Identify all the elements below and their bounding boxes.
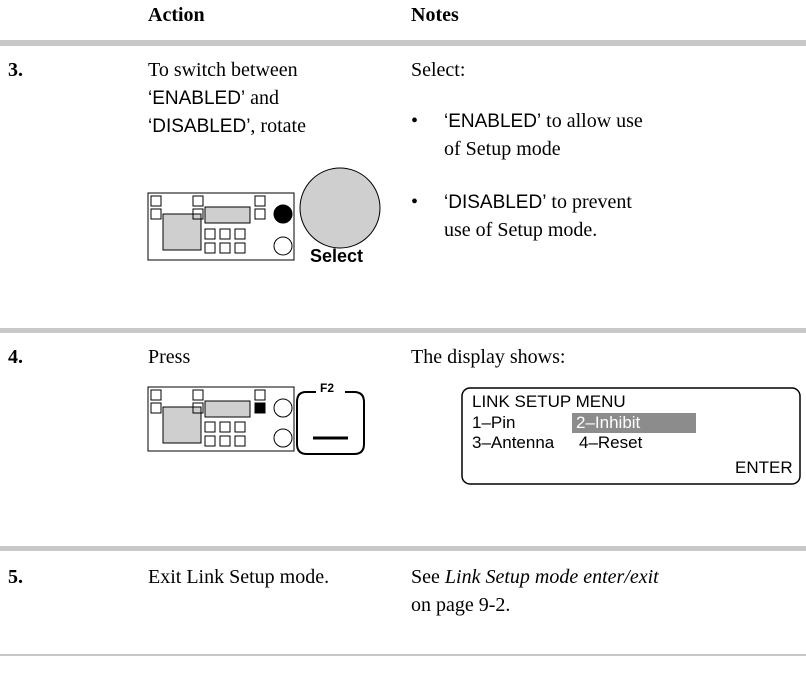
control-label: Select: [310, 246, 364, 266]
link-text: Link Setup mode enter/exit: [444, 566, 659, 588]
bullet: •: [411, 110, 419, 132]
step-number: 4.: [8, 346, 23, 368]
text: to allow use: [541, 110, 643, 132]
notes-text: on page 9-2.: [411, 594, 511, 616]
notes-intro: The display shows:: [411, 346, 566, 368]
radio-panel: [147, 386, 295, 452]
control-label: F2: [319, 381, 336, 395]
lcd-item: 2–Inhibit: [576, 413, 641, 432]
bullet-text: ‘DISABLED’ to prevent: [444, 190, 632, 215]
bullet-text: use of Setup mode.: [444, 219, 598, 241]
action-text: ‘ENABLED’ and: [148, 86, 279, 111]
keyword: ‘ENABLED’: [148, 88, 246, 109]
action-text: ‘DISABLED’, rotate: [148, 114, 306, 139]
lcd-item: 3–Antenna: [472, 433, 555, 452]
highlight: [572, 413, 696, 433]
lcd-item: 1–Pin: [472, 413, 516, 432]
keyword: ‘DISABLED’: [444, 192, 547, 213]
step-number: 5.: [8, 566, 23, 588]
rule: [0, 654, 806, 656]
radio-panel: [147, 192, 295, 261]
bullet-text: ‘ENABLED’ to allow use: [444, 109, 643, 134]
keyword: ‘ENABLED’: [444, 111, 542, 132]
keyword: ‘DISABLED’: [148, 116, 251, 137]
notes-intro: Select:: [411, 59, 466, 81]
header-notes: Notes: [411, 4, 459, 26]
notes-text: See Link Setup mode enter/exit: [411, 565, 659, 589]
action-text: Press: [148, 346, 191, 368]
rule: [0, 328, 806, 333]
bullet-text: of Setup mode: [444, 138, 561, 160]
lcd-item: 4–Reset: [579, 433, 643, 452]
bullet: •: [411, 191, 419, 213]
f2-button: [296, 391, 365, 455]
action-text: Exit Link Setup mode.: [148, 566, 330, 588]
lcd-enter: ENTER: [735, 458, 793, 477]
rule: [0, 546, 806, 551]
text: to prevent: [546, 191, 632, 213]
lcd-display: [461, 387, 801, 485]
action-text: To switch between: [148, 59, 298, 81]
select-knob: [299, 167, 381, 249]
text: , rotate: [250, 115, 306, 137]
text: See: [411, 566, 445, 588]
rule: [0, 40, 806, 46]
lcd-title: LINK SETUP MENU: [472, 392, 626, 411]
step-number: 3.: [8, 59, 23, 81]
text: and: [245, 87, 280, 109]
header-action: Action: [148, 4, 205, 26]
